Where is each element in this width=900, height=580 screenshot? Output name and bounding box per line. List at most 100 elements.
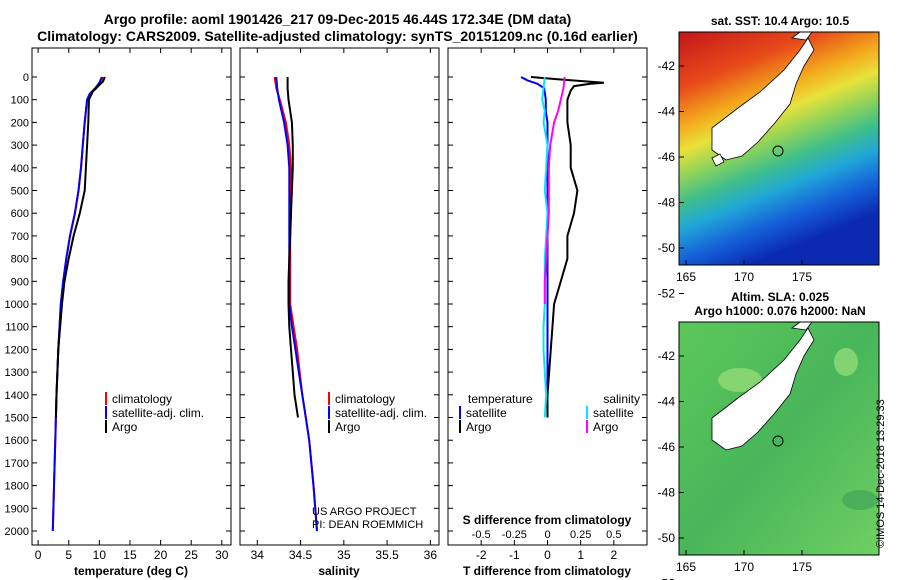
map-y-tick-label: -46 — [658, 150, 676, 164]
salinity-axes-frame — [239, 47, 440, 546]
sla-tick-labels: 165 170 175 -42 -44 -46 -48 -50 -52 — [658, 349, 813, 580]
map-x-tick-label: 175 — [792, 270, 812, 284]
salinity-lines — [273, 76, 318, 532]
temperature-lines — [51, 76, 106, 532]
map-x-tick-label: 165 — [676, 270, 696, 284]
depth-tick-label: 1900 — [5, 503, 29, 515]
x-tick-label: 0 — [35, 548, 42, 562]
temperature-xlabel: temperature (deg C) — [74, 564, 188, 578]
map-y-tick-label: -50 — [658, 241, 676, 255]
legend-temperature-title: temperature — [468, 392, 533, 406]
legend-salinity-title: salinity — [603, 392, 640, 406]
legend-satellite-label: satellite-adj. clim. — [335, 406, 427, 420]
temperature-x-ticks: 0 5 10 15 20 25 30 — [32, 48, 231, 562]
x-tick-label: 2 — [610, 548, 617, 562]
argo-location-marker — [772, 145, 784, 157]
legend-argo-label: Argo — [112, 420, 138, 434]
s-tick-label: -0.25 — [502, 529, 527, 541]
temperature-argo-line — [54, 76, 106, 418]
map-x-tick-label: 175 — [792, 560, 812, 574]
x-tick-label: 1 — [577, 548, 584, 562]
x-tick-label: 34 — [251, 548, 265, 562]
x-tick-label: 36 — [424, 548, 438, 562]
depth-tick-label: 900 — [11, 276, 29, 288]
salinity-xlabel: salinity — [318, 564, 360, 578]
depth-tick-label: 1700 — [5, 458, 29, 470]
salinity-argo-line — [286, 77, 299, 418]
map-y-tick-label: -42 — [658, 59, 676, 73]
depth-tick-label: 1600 — [5, 435, 29, 447]
x-tick-label: -2 — [476, 548, 487, 562]
depth-tick-label: 200 — [11, 117, 29, 129]
legend-s-argo-label: Argo — [593, 420, 619, 434]
depth-tick-label: 1100 — [5, 322, 29, 334]
legend-climatology-label: climatology — [335, 392, 395, 406]
south-island-land — [711, 37, 815, 161]
legend-s-satellite-label: satellite — [593, 406, 634, 420]
climatology-title: Climatology: CARS2009. Satellite-adjuste… — [37, 28, 638, 44]
sla-frame — [678, 321, 880, 556]
x-tick-label: -1 — [509, 548, 520, 562]
legend-satellite-label: satellite-adj. clim. — [112, 406, 204, 420]
salinity-diff-xlabel: S difference from climatology — [463, 513, 632, 527]
x-tick-label: 20 — [154, 548, 168, 562]
legend-t-argo-label: Argo — [466, 420, 492, 434]
map-y-tick-label: -48 — [658, 486, 676, 500]
depth-tick-label: 0 — [23, 72, 29, 84]
temperature-diff-xlabel: T difference from climatology — [463, 564, 631, 578]
imos-timestamp: ©IMOS 14-Dec-2018 13:29:33 — [875, 399, 887, 548]
x-tick-label: 35 — [337, 548, 351, 562]
map-y-tick-label: -44 — [658, 395, 676, 409]
temperature-legend: climatology satellite-adj. clim. Argo — [105, 392, 204, 434]
legend-climatology-label: climatology — [112, 392, 172, 406]
south-island-land — [711, 327, 815, 451]
map-y-tick-label: -42 — [658, 349, 676, 363]
legend-t-satellite-label: satellite — [466, 406, 507, 420]
salinity-legend: climatology satellite-adj. clim. Argo — [328, 392, 427, 434]
sdiff-satellite-line — [541, 76, 549, 418]
stewart-island-land — [711, 153, 725, 167]
x-tick-label: 10 — [93, 548, 107, 562]
depth-tick-label: 500 — [11, 186, 29, 198]
difference-legend: temperature salinity satellite Argo sate… — [459, 392, 640, 434]
sla-map-title-1: Altim. SLA: 0.025 — [730, 290, 830, 304]
depth-tick-label: 700 — [11, 231, 29, 243]
s-tick-label: -0.5 — [472, 529, 491, 541]
map-y-tick-label: -44 — [658, 105, 676, 119]
depth-tick-label: 400 — [11, 163, 29, 175]
salinity-panel: 34 34.5 35 35.5 36 salinity climatology sate… — [239, 47, 440, 578]
difference-lines — [520, 76, 604, 418]
map-y-tick-label: -48 — [658, 196, 676, 210]
s-tick-label: 0.25 — [570, 529, 591, 541]
depth-tick-label: 1000 — [5, 299, 29, 311]
sdiff-argo-line — [543, 76, 566, 304]
map-x-tick-label: 165 — [676, 560, 696, 574]
sla-anomaly-high-2 — [834, 348, 858, 376]
x-tick-label: 5 — [65, 548, 72, 562]
x-tick-label: 0 — [544, 548, 551, 562]
depth-tick-label: 800 — [11, 254, 29, 266]
depth-tick-label: 1400 — [5, 390, 29, 402]
depth-tick-labels: 0 100 200 300 400 500 600 700 800 900 1000 1100 1200… — [5, 72, 29, 538]
depth-tick-label: 2000 — [5, 526, 29, 538]
depth-tick-label: 1200 — [5, 344, 29, 356]
legend-argo-label: Argo — [335, 420, 361, 434]
s-tick-label: 0 — [544, 529, 550, 541]
s-tick-label: 0.5 — [606, 529, 621, 541]
sst-field — [679, 32, 879, 265]
depth-tick-label: 600 — [11, 208, 29, 220]
x-tick-label: 35.5 — [375, 548, 399, 562]
sla-map: 165 170 175 -42 -44 -46 -48 -50 -52 — [658, 321, 880, 580]
sla-map-title-2: Argo h1000: 0.076 h2000: NaN — [694, 304, 866, 318]
tdiff-argo-line — [530, 76, 604, 418]
x-tick-label: 15 — [123, 548, 137, 562]
pi-credit: PI: DEAN ROEMMICH — [312, 519, 423, 531]
depth-tick-label: 1300 — [5, 367, 29, 379]
map-y-tick-label: -52 — [658, 577, 676, 580]
sst-map: 165 170 175 -42 -44 -46 -48 -50 -52 — [658, 31, 880, 301]
sst-frame — [678, 31, 880, 266]
salinity-x-ticks: 34 34.5 35 35.5 36 — [240, 48, 439, 562]
temperature-panel: 0100200300400500600700800900100011001200… — [5, 47, 232, 578]
sla-anomaly-high — [718, 368, 762, 392]
